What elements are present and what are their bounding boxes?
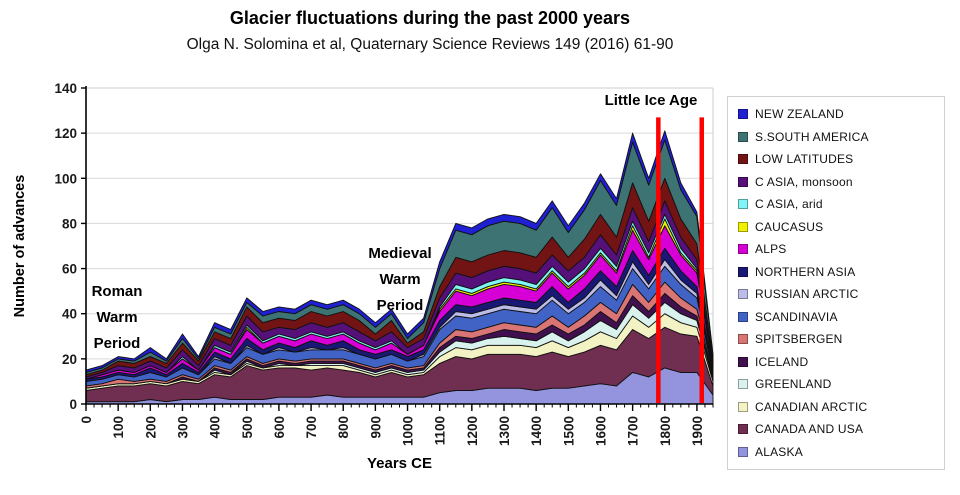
annotation-roman-warm-period: Roman Warm Period [91,283,143,352]
area-new-zealand [85,130,714,373]
y-tick-label: 0 [69,397,77,412]
y-tick-label: 60 [62,262,77,277]
legend-item-c-asia-monsoon: C ASIA, monsoon [738,175,944,189]
legend-swatch [738,379,748,390]
legend-label: SCANDINAVIA [755,309,838,324]
x-tick-label: 1900 [690,416,705,446]
legend-swatch [738,244,748,255]
x-tick-label: 900 [368,416,383,439]
x-tick-label: 0 [79,416,94,424]
legend-swatch [738,289,748,300]
legend-swatch [738,221,748,232]
legend-swatch [738,176,748,187]
x-tick-label: 400 [208,416,223,439]
y-tick-label: 20 [62,352,77,367]
x-tick-label: 200 [143,416,158,439]
legend-label: RUSSIAN ARCTIC [755,287,859,302]
x-tick-label: 1800 [658,416,673,446]
chart-legend: NEW ZEALAND S.SOUTH AMERICA LOW LATITUDES C… [727,96,945,470]
legend-swatch [738,266,748,277]
x-tick-label: 1500 [561,416,576,446]
chart-subtitle: Olga N. Solomina et al, Quaternary Scien… [186,36,674,53]
legend-item-spitsbergen: SPITSBERGEN [738,332,944,346]
legend-label: C ASIA, arid [755,197,823,212]
legend-label: SPITSBERGEN [755,332,843,347]
legend-item-iceland: ICELAND [738,355,944,369]
legend-item-c-asia-arid: C ASIA, arid [738,197,944,211]
x-tick-label: 1200 [465,416,480,446]
legend-swatch [738,334,748,345]
legend-swatch [738,401,748,412]
legend-item-canada-and-usa: CANADA AND USA [738,422,944,436]
legend-label: CAUCASUS [755,219,824,234]
legend-label: C ASIA, monsoon [755,174,853,189]
legend-swatch [738,199,748,210]
x-tick-label: 1600 [593,416,608,446]
legend-item-canadian-arctic: CANADIAN ARCTIC [738,400,944,414]
x-tick-label: 1300 [497,416,512,446]
legend-item-scandinavia: SCANDINAVIA [738,310,944,324]
x-tick-label: 1000 [401,416,416,446]
legend-label: CANADIAN ARCTIC [755,399,868,414]
y-tick-label: 120 [54,126,77,141]
legend-label: NORTHERN ASIA [755,264,856,279]
legend-swatch [738,356,748,367]
legend-item-alps: ALPS [738,242,944,256]
legend-swatch [738,154,748,165]
legend-item-caucasus: CAUCASUS [738,220,944,234]
legend-swatch [738,311,748,322]
x-tick-label: 800 [336,416,351,439]
legend-item-northern-asia: NORTHERN ASIA [738,265,944,279]
legend-item-alaska: ALASKA [738,445,944,459]
x-tick-label: 1700 [626,416,641,446]
legend-label: LOW LATITUDES [755,152,854,167]
x-tick-label: 500 [240,416,255,439]
legend-swatch [738,424,748,435]
y-tick-label: 80 [62,216,77,231]
y-tick-label: 100 [54,171,77,186]
legend-label: GREENLAND [755,377,832,392]
legend-label: ALASKA [755,444,803,459]
x-tick-label: 100 [111,416,126,439]
annotation-little-ice-age: Little Ice Age [604,92,698,109]
legend-label: NEW ZEALAND [755,107,844,122]
y-tick-label: 140 [54,81,77,96]
legend-swatch [738,109,748,120]
x-tick-label: 700 [304,416,319,439]
legend-label: S.SOUTH AMERICA [755,129,869,144]
legend-item-russian-arctic: RUSSIAN ARCTIC [738,287,944,301]
legend-item-new-zealand: NEW ZEALAND [738,107,944,121]
x-tick-label: 600 [272,416,287,439]
x-tick-label: 1100 [433,416,448,445]
legend-label: CANADA AND USA [755,422,864,437]
legend-item-s-south-america: S.SOUTH AMERICA [738,130,944,144]
chart-title: Glacier fluctuations during the past 200… [229,8,631,28]
x-tick-label: 300 [175,416,190,439]
legend-label: ALPS [755,242,787,257]
x-tick-label: 1400 [529,416,544,446]
legend-swatch [738,446,748,457]
legend-swatch [738,131,748,142]
legend-item-greenland: GREENLAND [738,377,944,391]
x-axis-title: Years CE [366,455,433,472]
annotation-medieval-warm-period: Medieval Warm Period [368,245,432,314]
y-axis-title: Number of advances [12,174,28,318]
y-tick-label: 40 [62,307,77,322]
legend-label: ICELAND [755,354,809,369]
legend-item-low-latitudes: LOW LATITUDES [738,152,944,166]
